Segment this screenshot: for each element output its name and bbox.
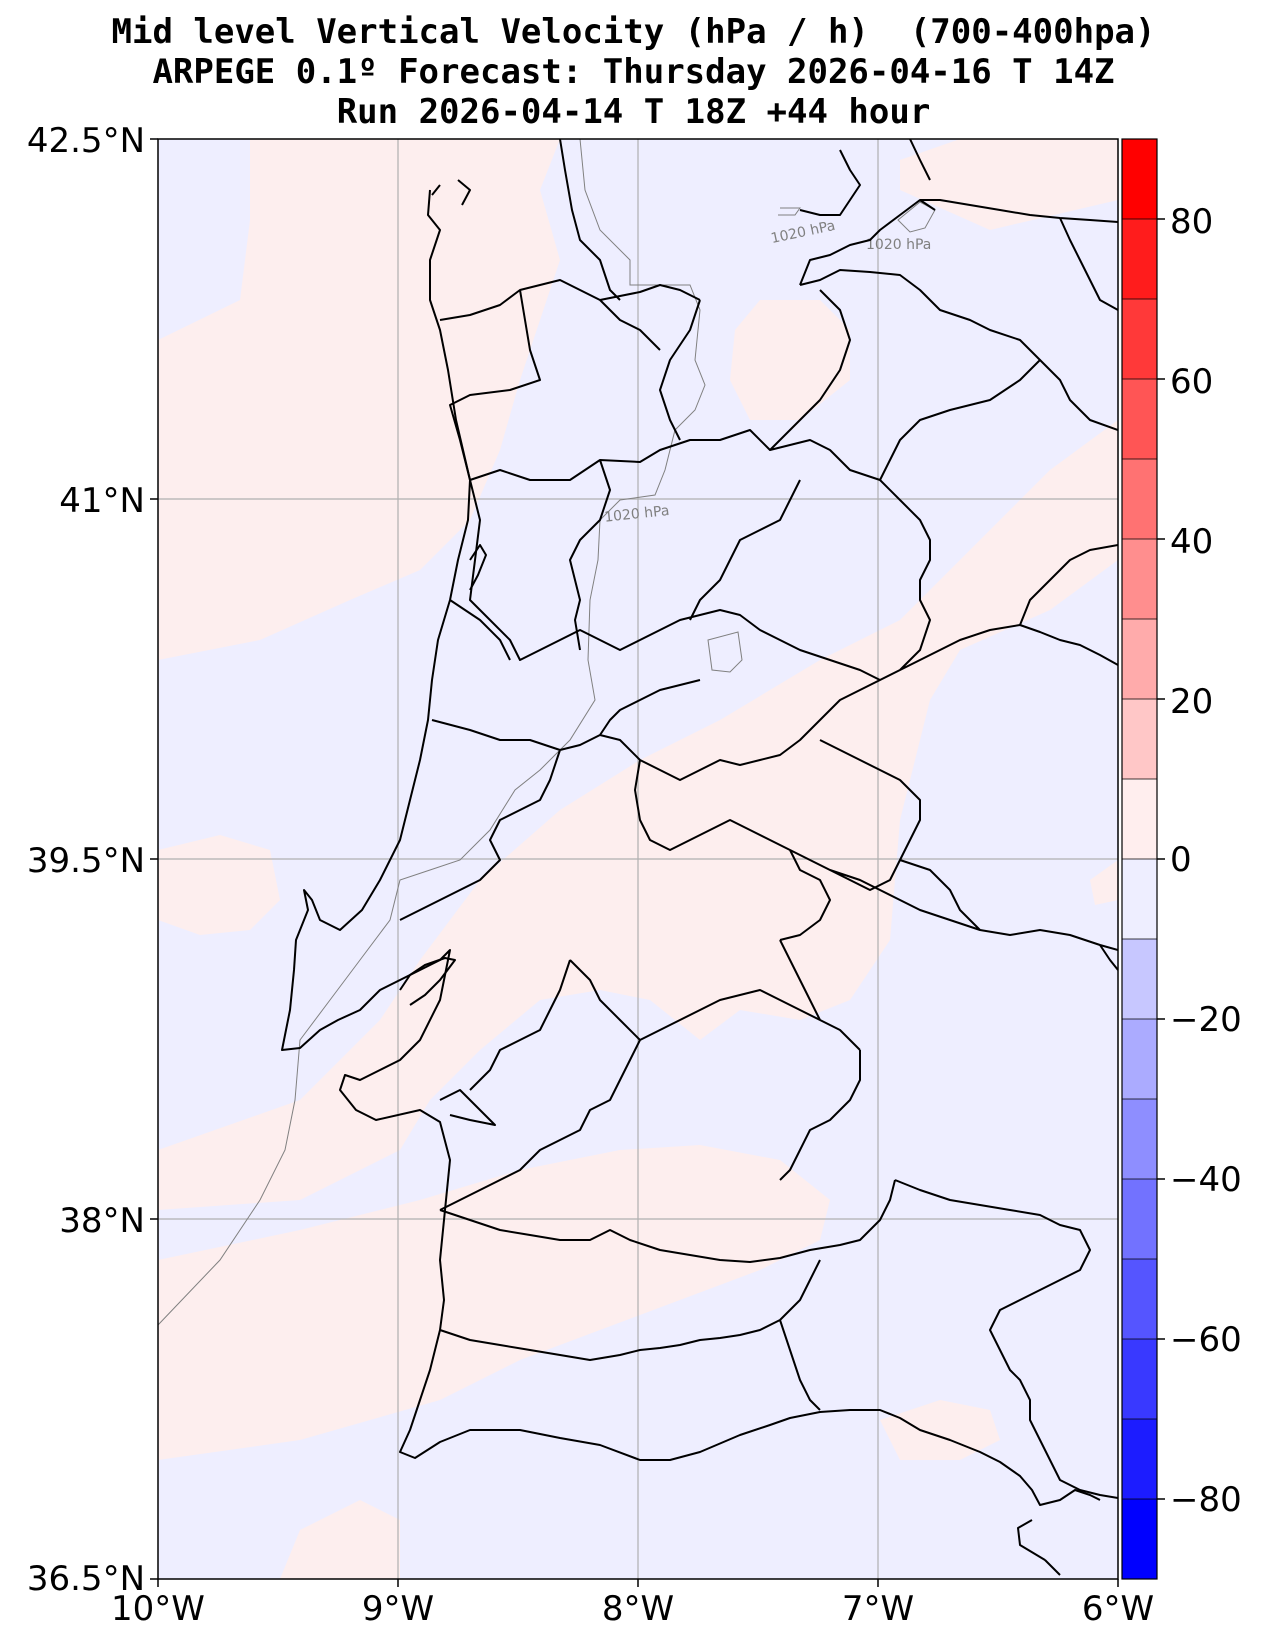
- colorbar-tick-label: −80: [1170, 1480, 1242, 1520]
- colorbar-tick-label: −20: [1170, 1000, 1242, 1040]
- colorbar-tick-label: 40: [1170, 522, 1213, 562]
- lon-tick-label: 7°W: [842, 1589, 914, 1629]
- positive-region-southeast: [880, 1400, 1000, 1460]
- isobar-1020-coastal: [158, 139, 706, 1326]
- colorbar-segment: [1122, 1019, 1157, 1099]
- isobar-1020-inland-closed: [707, 631, 743, 673]
- map-gridlines: [158, 139, 1118, 1579]
- colorbar-segment: [1122, 1179, 1157, 1259]
- colorbar: [1121, 138, 1165, 1580]
- borders-north: [439, 139, 1118, 481]
- colorbar-segment: [1122, 139, 1157, 219]
- latitude-axis: 42.5°N 41°N 39.5°N 38°N 36.5°N: [27, 121, 158, 1599]
- colorbar-tick-label: −60: [1170, 1320, 1242, 1360]
- positive-region-offshore-north: [158, 139, 560, 660]
- colorbar-segment: [1122, 1339, 1157, 1419]
- title-line-2: ARPEGE 0.1º Forecast: Thursday 2026-04-1…: [152, 52, 1115, 92]
- positive-region-south: [158, 1145, 830, 1460]
- positive-region-east-edge: [1090, 860, 1118, 905]
- estuary-sado: [439, 1089, 496, 1126]
- title-line-1: Mid level Vertical Velocity (hPa / h) (7…: [111, 12, 1156, 52]
- borders-south-central: [439, 939, 861, 1211]
- coastline-and-borders: [281, 139, 1118, 1576]
- colorbar-segment: [1122, 1419, 1157, 1499]
- title-line-3: Run 2026-04-14 T 18Z +44 hour: [336, 92, 931, 132]
- lon-tick-label: 6°W: [1082, 1589, 1154, 1629]
- colorbar-tick-label: 20: [1170, 682, 1213, 722]
- colorbar-tick-label: 80: [1170, 202, 1213, 242]
- positive-region-northeast: [900, 139, 1118, 230]
- colorbar-segment: [1122, 939, 1157, 1019]
- isobar-1020-north-closed: [778, 207, 801, 216]
- colorbar-segment: [1122, 699, 1157, 779]
- lat-tick-label: 42.5°N: [27, 121, 145, 161]
- colorbar-tick-labels: 80 60 40 20 0 −20 −40 −60 −80: [1170, 202, 1242, 1520]
- colorbar-segment: [1122, 859, 1157, 939]
- borders-central-north: [449, 459, 1118, 681]
- colorbar-frame: [1121, 138, 1158, 1580]
- isobar-label-2: 1020 hPa: [866, 237, 931, 253]
- colorbar-segment: [1122, 1499, 1157, 1579]
- lon-tick-label: 9°W: [362, 1589, 434, 1629]
- chart-title: Mid level Vertical Velocity (hPa / h) (7…: [0, 12, 1267, 132]
- colorbar-segment: [1122, 379, 1157, 459]
- lon-tick-label: 10°W: [111, 1589, 205, 1629]
- colorbar-segment: [1122, 779, 1157, 859]
- positive-region-north-inland: [730, 300, 850, 420]
- positive-region-southwest-corner: [280, 1500, 400, 1579]
- borders-east: [1019, 217, 1118, 971]
- borders-south: [439, 1179, 1118, 1499]
- colorbar-tick-label: 60: [1170, 362, 1213, 402]
- borders-central: [399, 679, 1118, 951]
- isobar-label-3: 1020 hPa: [604, 503, 671, 526]
- colorbar-tick-label: −40: [1170, 1160, 1242, 1200]
- colorbar-tick-label: 0: [1170, 840, 1192, 880]
- colorbar-segment: [1122, 219, 1157, 299]
- lat-tick-label: 38°N: [59, 1201, 145, 1241]
- colorbar-segment: [1122, 1259, 1157, 1339]
- colorbar-segment: [1122, 299, 1157, 379]
- colorbar-segment: [1122, 619, 1157, 699]
- lat-tick-label: 39.5°N: [27, 841, 145, 881]
- colorbar-segment: [1122, 1099, 1157, 1179]
- lon-tick-label: 8°W: [602, 1589, 674, 1629]
- lat-tick-label: 36.5°N: [27, 1559, 145, 1599]
- coastline: [281, 139, 1101, 1576]
- estuary-tagus: [399, 957, 456, 1006]
- lat-tick-label: 41°N: [59, 481, 145, 521]
- positive-region-offshore-west: [158, 835, 280, 935]
- colorbar-segment: [1122, 459, 1157, 539]
- longitude-axis: 10°W 9°W 8°W 7°W 6°W: [111, 1579, 1154, 1629]
- colorbar-segment: [1122, 539, 1157, 619]
